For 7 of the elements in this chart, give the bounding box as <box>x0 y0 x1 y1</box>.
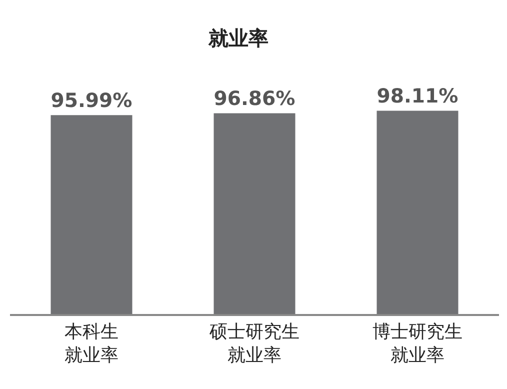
data-label: 96.86% <box>214 86 296 110</box>
chart-title: 就业率 <box>207 26 268 50</box>
x-tick-label: 博士研究生就业率 <box>372 321 462 366</box>
data-label: 95.99% <box>50 88 132 112</box>
data-label: 98.11% <box>376 84 458 108</box>
x-tick-label: 本科生 就业率 <box>64 321 118 366</box>
x-tick-label: 硕士研究生就业率 <box>208 321 300 366</box>
